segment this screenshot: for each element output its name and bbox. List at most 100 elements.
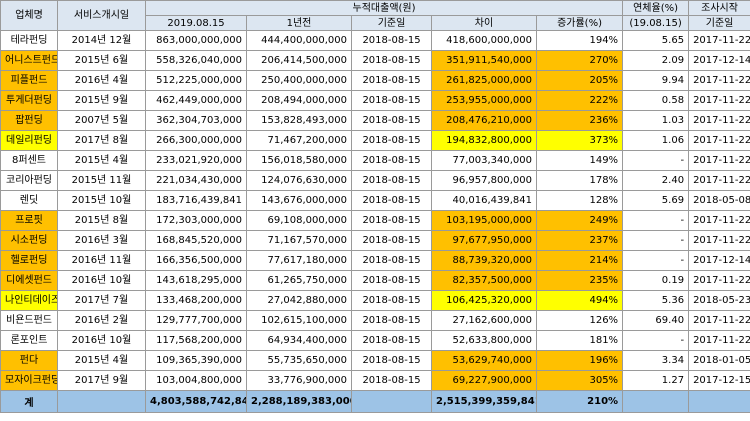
total-row: 계 4,803,588,742,841 2,288,189,383,000 2,…	[0, 390, 750, 413]
table-row: 투게더펀딩 2015년 9월 462,449,000,000 208,494,000,…	[0, 90, 750, 111]
company: 시소펀딩	[0, 230, 58, 251]
base-date: 2018-08-15	[351, 350, 432, 371]
delinquency-rate: -	[622, 230, 690, 251]
delinquency-rate: 1.06	[622, 130, 690, 151]
year-ago-amount: 124,076,630,000	[246, 170, 352, 191]
base-date: 2018-08-15	[351, 310, 432, 331]
year-ago-amount: 206,414,500,000	[246, 50, 352, 71]
current-amount: 221,034,430,000	[145, 170, 247, 191]
start-date: 2015년 10월	[57, 190, 146, 211]
delinquency-rate: 0.19	[622, 270, 690, 291]
header-cell: 증가률(%)	[535, 15, 624, 31]
table-total: 계 4,803,588,742,841 2,288,189,383,000 2,…	[0, 390, 750, 413]
total-growth: 210%	[535, 390, 624, 413]
current-amount: 166,356,500,000	[145, 250, 247, 271]
current-amount: 172,303,000,000	[145, 210, 247, 231]
current-amount: 143,618,295,000	[145, 270, 247, 291]
header-cell: (19.08.15)	[622, 15, 690, 31]
base-date: 2018-08-15	[351, 30, 432, 51]
table-body: 테라펀딩 2014년 12월 863,000,000,000 444,400,000,…	[0, 30, 750, 391]
current-amount: 558,326,040,000	[145, 50, 247, 71]
growth-rate: 205%	[535, 70, 624, 91]
current-amount: 133,468,200,000	[145, 290, 247, 311]
growth-rate: 494%	[535, 290, 624, 311]
survey-date: 2017-11-22	[688, 70, 750, 91]
base-date: 2018-08-15	[351, 270, 432, 291]
delinquency-rate: 1.27	[622, 370, 690, 391]
year-ago-amount: 69,108,000,000	[246, 210, 352, 231]
growth-rate: 196%	[535, 350, 624, 371]
survey-date: 2017-11-22	[688, 150, 750, 171]
start-date: 2016년 10월	[57, 270, 146, 291]
delinquency-rate: 5.65	[622, 30, 690, 51]
start-date: 2015년 9월	[57, 90, 146, 111]
company: 론포인트	[0, 330, 58, 351]
delinquency-rate: 1.03	[622, 110, 690, 131]
survey-date: 2018-01-05	[688, 350, 750, 371]
base-date: 2018-08-15	[351, 130, 432, 151]
current-amount: 103,004,800,000	[145, 370, 247, 391]
difference: 253,955,000,000	[431, 90, 537, 111]
year-ago-amount: 102,615,100,000	[246, 310, 352, 331]
survey-date: 2017-11-22	[688, 270, 750, 291]
delinquency-rate: -	[622, 250, 690, 271]
current-amount: 168,845,520,000	[145, 230, 247, 251]
base-date: 2018-08-15	[351, 250, 432, 271]
growth-rate: 178%	[535, 170, 624, 191]
start-date: 2015년 6월	[57, 50, 146, 71]
table-row: 테라펀딩 2014년 12월 863,000,000,000 444,400,000,…	[0, 30, 750, 51]
year-ago-amount: 208,494,000,000	[246, 90, 352, 111]
year-ago-amount: 143,676,000,000	[246, 190, 352, 211]
company: 8퍼센트	[0, 150, 58, 171]
difference: 27,162,600,000	[431, 310, 537, 331]
delinquency-rate: 2.40	[622, 170, 690, 191]
table-row: 디에셋펀드 2016년 10월 143,618,295,000 61,265,750,…	[0, 270, 750, 291]
year-ago-amount: 33,776,900,000	[246, 370, 352, 391]
difference: 77,003,340,000	[431, 150, 537, 171]
year-ago-amount: 61,265,750,000	[246, 270, 352, 291]
table-row: 시소펀딩 2016년 3월 168,845,520,000 71,167,570,00…	[0, 230, 750, 251]
company: 헬로펀딩	[0, 250, 58, 271]
start-date: 2016년 3월	[57, 230, 146, 251]
table-row: 데일리펀딩 2017년 8월 266,300,000,000 71,467,200,0…	[0, 130, 750, 151]
company: 렌딧	[0, 190, 58, 211]
start-date: 2016년 11월	[57, 250, 146, 271]
table-row: 피플펀드 2016년 4월 512,225,000,000 250,400,000,0…	[0, 70, 750, 91]
company: 비욘드펀드	[0, 310, 58, 331]
company: 테라펀딩	[0, 30, 58, 51]
difference: 106,425,320,000	[431, 290, 537, 311]
table-row: 팝펀딩 2007년 5월 362,304,703,000 153,828,493,00…	[0, 110, 750, 131]
base-date: 2018-08-15	[351, 210, 432, 231]
delinquency-rate: 5.69	[622, 190, 690, 211]
header-cell: 연체율(%)	[622, 0, 690, 16]
survey-date: 2017-11-22	[688, 210, 750, 231]
survey-date: 2017-11-22	[688, 170, 750, 191]
total-year-ago: 2,288,189,383,000	[246, 390, 352, 413]
company: 투게더펀딩	[0, 90, 58, 111]
start-date: 2015년 11월	[57, 170, 146, 191]
growth-rate: 305%	[535, 370, 624, 391]
total-current: 4,803,588,742,841	[145, 390, 247, 413]
current-amount: 863,000,000,000	[145, 30, 247, 51]
company: 어니스트펀드	[0, 50, 58, 71]
cell	[351, 390, 432, 413]
total-difference: 2,515,399,359,841	[431, 390, 537, 413]
start-date: 2016년 2월	[57, 310, 146, 331]
year-ago-amount: 64,934,400,000	[246, 330, 352, 351]
table-row: 어니스트펀드 2015년 6월 558,326,040,000 206,414,500…	[0, 50, 750, 71]
year-ago-amount: 71,167,570,000	[246, 230, 352, 251]
header-cell: 업체명	[0, 0, 58, 31]
difference: 208,476,210,000	[431, 110, 537, 131]
start-date: 2015년 4월	[57, 150, 146, 171]
difference: 194,832,800,000	[431, 130, 537, 151]
header-cell: 2019.08.15	[145, 15, 247, 31]
delinquency-rate: 5.36	[622, 290, 690, 311]
company: 코리아펀딩	[0, 170, 58, 191]
delinquency-rate: 9.94	[622, 70, 690, 91]
table-row: 론포인트 2016년 10월 117,568,200,000 64,934,400,0…	[0, 330, 750, 351]
start-date: 2016년 4월	[57, 70, 146, 91]
company: 펀다	[0, 350, 58, 371]
header-cell: 기준일	[351, 15, 432, 31]
